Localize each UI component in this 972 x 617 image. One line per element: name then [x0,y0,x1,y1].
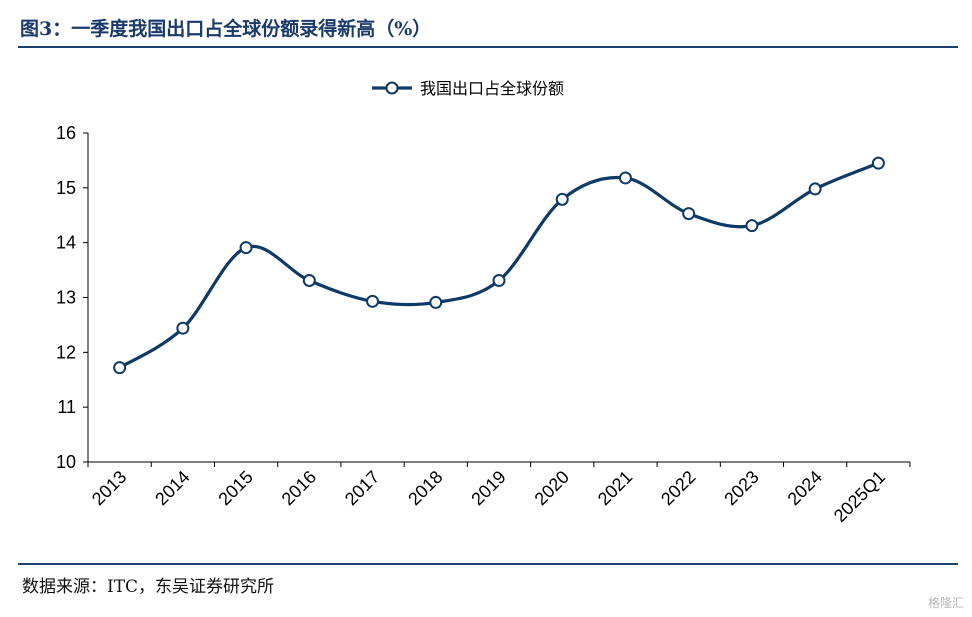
watermark: 格隆汇 [927,596,964,610]
top-rule [18,46,958,48]
data-point [682,207,696,221]
data-point [745,219,759,233]
bottom-rule [18,563,958,565]
data-point [618,171,632,185]
x-tick-label: 2023 [720,467,762,509]
data-point [492,274,506,288]
legend-label: 我国出口占全球份额 [420,79,564,98]
x-tick-label: 2024 [784,467,826,509]
data-point [113,361,127,375]
series-layer [113,156,885,375]
legend-marker [385,81,399,95]
data-point [808,182,822,196]
x-tick-label: 2019 [467,467,509,509]
legend: 我国出口占全球份额 [372,79,564,98]
data-point [871,156,885,170]
figure-title: 图3：一季度我国出口占全球份额录得新高（%） [20,18,432,40]
y-tick-label: 14 [56,233,76,253]
x-tick-label: 2025Q1 [830,467,889,526]
data-point [302,274,316,288]
y-tick-label: 11 [57,397,76,417]
y-tick-label: 10 [56,452,76,472]
series-line [118,161,879,370]
x-tick-label: 2016 [278,467,320,509]
source-note: 数据来源：ITC，东吴证券研究所 [22,577,275,597]
x-tick-label: 2022 [657,467,699,509]
x-tick-label: 2014 [151,467,193,509]
x-tick-label: 2015 [214,467,256,509]
y-tick-label: 15 [56,178,76,198]
data-point [366,294,380,308]
data-point [429,295,443,309]
data-point [176,321,190,335]
data-point [239,241,253,255]
x-tick-label: 2020 [531,467,573,509]
chart: 我国出口占全球份额 10 11 12 13 14 15 16 2013 2014 2015 2016… [56,79,911,526]
x-tick-label: 2017 [341,467,383,509]
x-tick-label: 2013 [88,467,130,509]
x-tick-label: 2018 [404,467,446,509]
x-tick-label: 2021 [594,467,636,509]
y-tick-label: 16 [56,123,76,143]
y-tick-label: 12 [56,342,76,362]
y-tick-label: 13 [56,288,76,308]
data-point [555,192,569,206]
